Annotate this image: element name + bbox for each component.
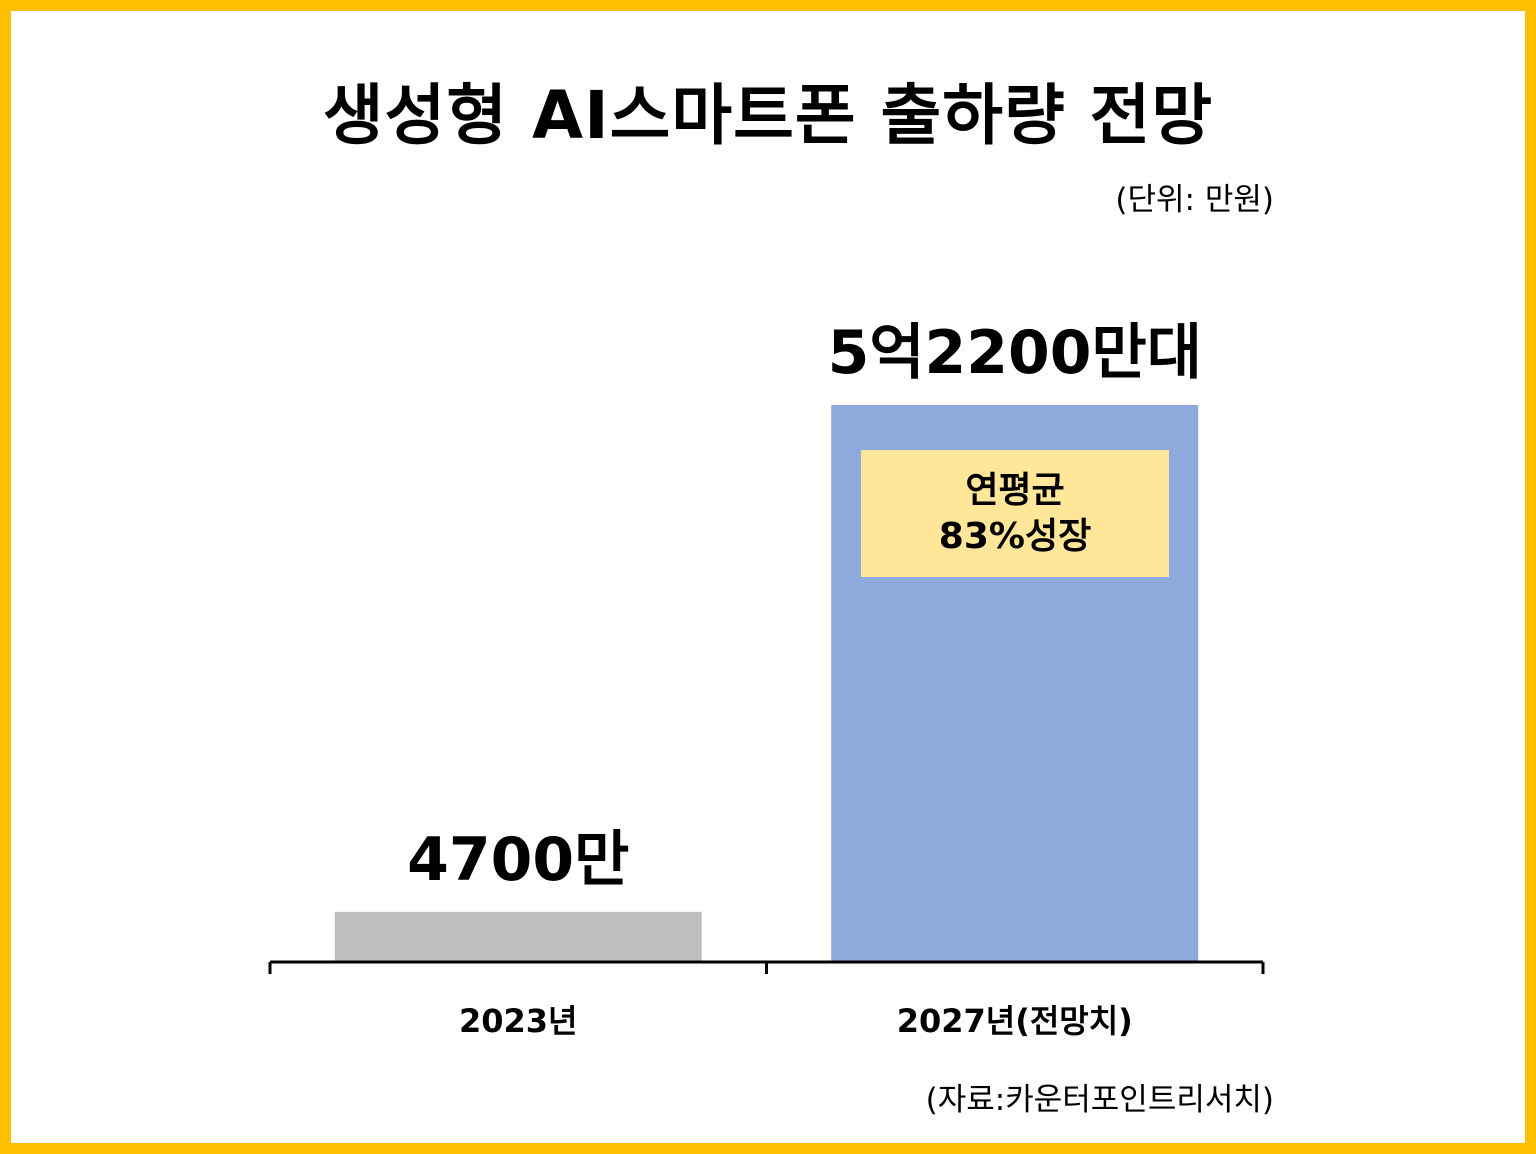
source-label: (자료:카운터포인트리서치) [925, 1082, 1274, 1118]
chart-title: 생성형 AI스마트폰 출하량 전망 [322, 77, 1214, 154]
bar-0 [334, 911, 702, 962]
category-label-1: 2027년(전망치) [897, 1002, 1133, 1040]
category-label-0: 2023년 [459, 1002, 578, 1040]
growth-annotation: 연평균 83%성장 [861, 450, 1169, 577]
growth-annotation-line1: 연평균 [965, 469, 1065, 511]
unit-label: (단위: 만원) [1115, 182, 1274, 218]
growth-annotation-line2: 83%성장 [938, 515, 1092, 557]
data-label-0: 4700만 [407, 825, 629, 895]
data-label-1: 5억2200만대 [828, 318, 1202, 388]
